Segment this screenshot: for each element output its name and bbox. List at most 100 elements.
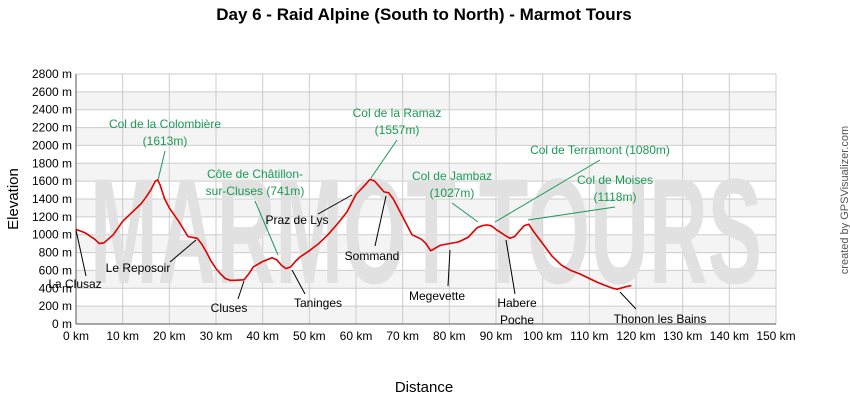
y-tick-label: 2800 m [32,67,72,81]
y-tick-label: 1200 m [32,210,72,224]
annotation-line: (1027m) [430,186,475,200]
annotation-line: Col de Moises [577,173,653,187]
chart-title: Day 6 - Raid Alpine (South to North) - M… [216,5,632,24]
x-tick-label: 150 km [756,329,795,343]
annotation-leader [157,150,166,181]
x-tick-label: 90 km [480,329,513,343]
grid-band [76,163,776,182]
town-label: Le Reposoir [106,261,171,275]
annotation-leader [370,139,398,179]
pass-label: Col de la Colombière (1613m) [109,117,221,148]
y-tick-labels: 0 m 200 m 400 m 600 m 800 m 1000 m 1200 m 1400 … [32,67,72,331]
town-label: Habere Poche [497,296,537,327]
y-tick-label: 1400 m [32,192,72,206]
watermark: MARMOT TOURS [90,147,762,315]
x-tick-label: 60 km [340,329,373,343]
annotation-line: Col de la Ramaz [353,106,442,120]
annotation-line: Thonon les Bains [614,312,707,326]
y-tick-label: 1800 m [32,156,72,170]
grid-band [76,199,776,217]
annotation-leader [527,206,616,221]
annotation-line: Cluses [211,301,248,315]
y-tick-label: 400 m [39,281,72,295]
town-label: Praz de Lys [266,213,329,227]
x-tick-label: 130 km [663,329,702,343]
annotation-leader [505,239,516,295]
annotation-leader [75,229,87,277]
y-tick-label: 600 m [39,263,72,277]
x-tick-label: 80 km [433,329,466,343]
x-tick-label: 120 km [616,329,655,343]
annotation-line: Praz de Lys [266,213,329,227]
town-label: Sommand [345,249,400,263]
axes [75,74,776,325]
annotation-leader [237,280,245,300]
pass-label: Col de Moises (1118m) [577,173,653,204]
y-tick-label: 0 m [52,317,72,331]
y-tick-label: 2200 m [32,121,72,135]
annotation-leader [619,291,637,310]
pass-label: Col de Terramont (1080m) [530,143,670,157]
town-label: La Clusaz [48,277,101,291]
grid [75,73,777,325]
annotation-leader [169,239,197,263]
annotation-line: Habere [497,296,537,310]
y-tick-label: 2600 m [32,85,72,99]
x-tick-label: 50 km [293,329,326,343]
x-tick-label: 140 km [710,329,749,343]
credit-text: created by GPSVisualizer.com [839,126,850,274]
grid-band [76,127,776,146]
annotation-line: Côte de Châtillon- [207,167,303,181]
y-tick-label: 1600 m [32,174,72,188]
annotation-line: Le Reposoir [106,261,171,275]
y-tick-label: 800 m [39,246,72,260]
annotation-line: (1118m) [594,190,637,204]
annotation-leader [291,269,306,295]
annotation-line: (1613m) [143,134,188,148]
x-tick-label: 70 km [386,329,419,343]
pass-label: Côte de Châtillon-sur-Cluses (741m) [206,167,305,198]
annotations: Col de la Colombière (1613m) Côte de Châti… [48,106,706,327]
elevation-profile-line [75,178,632,290]
x-tick-label: 100 km [523,329,562,343]
annotation-line: Sommand [345,249,400,263]
town-label: Taninges [294,296,342,310]
town-label: Megevette [409,289,465,303]
pass-label: Col de la Ramaz (1557m) [353,106,442,137]
annotation-line: sur-Cluses (741m) [206,184,305,198]
annotation-leader [494,159,601,223]
annotation-leader [254,200,279,256]
annotation-line: La Clusaz [48,277,101,291]
annotation-line: (1557m) [375,123,420,137]
x-tick-label: 110 km [570,329,608,343]
y-tick-label: 2000 m [32,138,72,152]
annotation-line: Col de Terramont (1080m) [530,143,670,157]
y-tick-label: 1000 m [32,228,72,242]
annotation-leader [317,194,353,215]
x-axis-title: Distance [395,379,453,396]
town-label: Cluses [211,301,248,315]
annotation-leader [374,195,387,247]
grid-band [76,91,776,110]
town-label: Thonon les Bains [614,312,707,326]
annotation-line: Taninges [294,296,342,310]
x-tick-label: 40 km [246,329,279,343]
annotation-line: Poche [500,313,534,327]
annotation-leaders [75,139,637,310]
x-tick-label: 30 km [200,329,233,343]
annotation-line: Col de la Colombière [109,117,221,131]
annotation-line: Megevette [409,289,465,303]
x-tick-label: 10 km [106,329,139,343]
x-tick-label: 20 km [153,329,186,343]
x-tick-labels: 0 km 10 km 20 km 30 km 40 km 50 km 60 km 70 km 8… [63,329,796,343]
annotation-leader [451,202,479,223]
annotation-leader [447,249,451,287]
x-tick-label: 0 km [63,329,89,343]
y-tick-label: 2400 m [32,103,72,117]
y-tick-label: 200 m [39,299,72,313]
annotation-line: Col de Jambaz [412,169,492,183]
grid-band [76,306,776,324]
pass-label: Col de Jambaz (1027m) [412,169,492,200]
y-axis-title: Elevation [5,168,22,230]
